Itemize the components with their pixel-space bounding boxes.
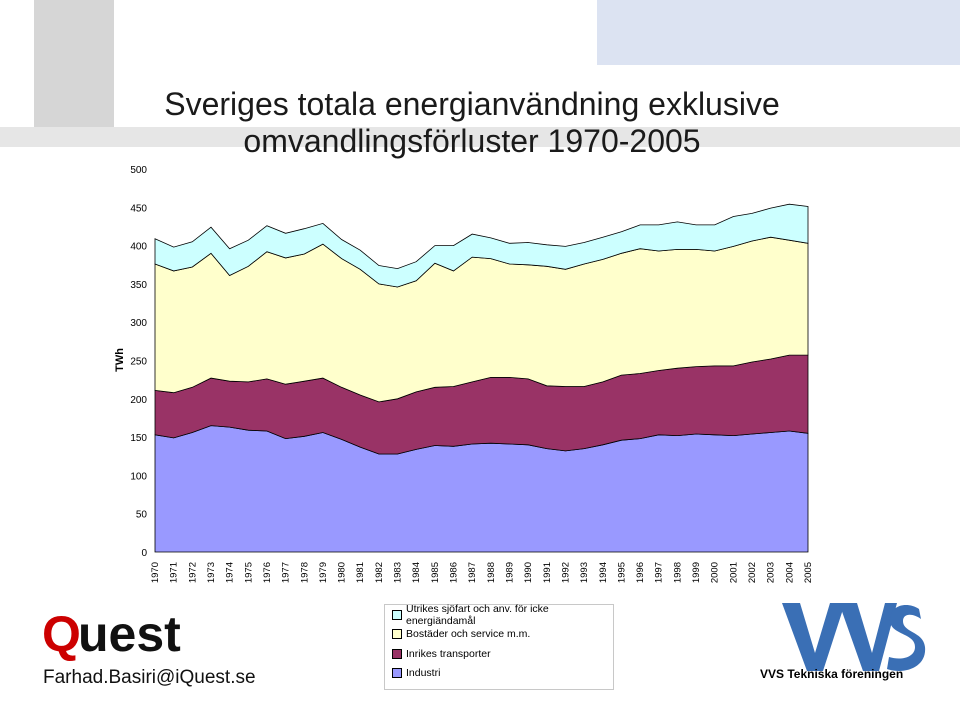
x-tick-label: 1999 [691,562,702,583]
vvs-logo [782,603,926,671]
x-tick-label: 1971 [169,562,180,583]
x-tick-label: 1974 [225,562,236,583]
x-tick-label: 1998 [672,562,683,583]
x-tick-label: 1989 [504,562,515,583]
y-tick-label: 300 [130,318,147,329]
x-axis: 1970 1971 1972 1973 1974 1975 1976 1977 1978 1979… [150,562,814,583]
x-tick-label: 1984 [411,562,422,583]
x-tick-label: 1988 [486,562,497,583]
legend-swatch [392,648,402,659]
x-tick-label: 1977 [281,562,292,583]
x-tick-label: 1976 [262,562,273,583]
x-tick-label: 1994 [598,562,609,583]
y-tick-label: 50 [136,510,148,521]
x-tick-label: 1982 [374,562,385,583]
x-tick-label: 2001 [728,562,739,583]
x-tick-label: 1986 [449,562,460,583]
x-tick-label: 1991 [542,562,553,583]
legend-item: Inrikes transporter [385,644,613,664]
legend-label: Industri [406,667,441,680]
x-tick-label: 1985 [430,562,441,583]
y-axis-label: TWh [114,348,126,372]
y-tick-label: 250 [130,357,147,368]
legend-swatch [392,668,402,679]
y-tick-label: 500 [130,165,147,176]
y-tick-label: 100 [130,471,147,482]
x-tick-label: 1973 [206,562,217,583]
x-tick-label: 1970 [150,562,161,583]
x-tick-label: 1980 [337,562,348,583]
x-tick-label: 2002 [747,562,758,583]
x-tick-label: 2000 [710,562,721,583]
legend-label: Inrikes transporter [406,647,491,660]
x-tick-label: 1983 [393,562,404,583]
legend-swatch [392,609,402,620]
x-tick-label: 1972 [187,562,198,583]
x-tick-label: 1979 [318,562,329,583]
x-tick-label: 1975 [243,562,254,583]
y-tick-label: 450 [130,203,147,214]
area-series-1 [154,425,809,553]
y-tick-label: 0 [141,548,147,559]
area-series-4 [154,203,809,288]
legend-item: Bostäder och service m.m. [385,625,613,645]
x-tick-label: 2003 [766,562,777,583]
legend-label: Bostäder och service m.m. [406,628,531,641]
y-tick-label: 400 [130,242,147,253]
legend-label: Utrikes sjöfart och anv. för icke energi… [406,602,549,627]
x-tick-label: 1987 [467,562,478,583]
y-tick-label: 200 [130,395,147,406]
chart-title: Sveriges totala energianvändning exklusi… [164,86,780,159]
chart-areas [154,203,809,553]
chart-legend: Utrikes sjöfart och anv. för icke energi… [384,602,614,690]
contact-email: Farhad.Basiri@iQuest.se [43,667,256,688]
x-tick-label: 1995 [616,562,627,583]
x-tick-label: 1981 [355,562,366,583]
y-axis: 0 50 100 150 200 250 300 350 400 450 500 [130,165,147,559]
quest-logo: Q uest [42,606,212,666]
background-blue-block [597,0,960,65]
x-tick-label: 2004 [784,562,795,583]
x-tick-label: 1993 [579,562,590,583]
x-tick-label: 1992 [560,562,571,583]
vvs-logo-text: VVS Tekniska föreningen [760,667,904,681]
x-tick-label: 1997 [654,562,665,583]
background-gray-block [34,0,114,127]
quest-logo-text: uest [78,606,181,662]
y-tick-label: 150 [130,433,147,444]
x-tick-label: 1990 [523,562,534,583]
background-gray-band [0,127,960,147]
legend-item: Utrikes sjöfart och anv. för icke energi… [385,602,613,627]
x-tick-label: 2005 [803,562,814,583]
y-tick-label: 350 [130,280,147,291]
quest-logo-q: Q [42,606,81,662]
x-tick-label: 1996 [635,562,646,583]
legend-swatch [392,629,402,640]
legend-item: Industri [385,664,613,684]
x-tick-label: 1978 [299,562,310,583]
